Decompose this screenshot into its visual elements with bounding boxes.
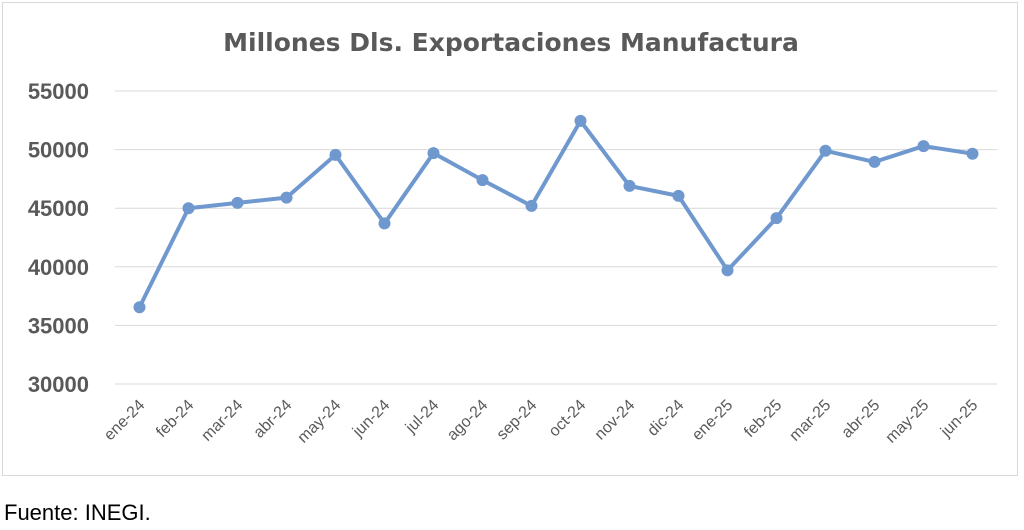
x-tick-label: jul-24 <box>402 397 442 437</box>
series-layer <box>133 114 979 314</box>
x-tick-label: jun-25 <box>937 397 981 441</box>
data-point-dic-24 <box>672 189 685 202</box>
chart-frame: Millones Dls. Exportaciones Manufactura … <box>2 2 1018 476</box>
y-axis: 30000 35000 40000 45000 50000 55000 <box>28 79 89 397</box>
y-tick-label: 35000 <box>28 313 89 338</box>
data-point-nov-24 <box>623 179 636 192</box>
data-point-jun-25 <box>966 147 979 160</box>
series-line <box>137 118 975 310</box>
x-tick-label: sep-24 <box>494 397 541 444</box>
y-tick-label: 40000 <box>28 255 89 280</box>
x-tick-label: feb-25 <box>741 397 785 441</box>
x-tick-label: abr-24 <box>251 397 296 442</box>
data-point-mar-24 <box>231 196 244 209</box>
data-point-jul-24 <box>427 147 440 160</box>
x-tick-label: jun-24 <box>349 397 393 441</box>
data-point-jun-24 <box>378 217 391 230</box>
x-tick-label: mar-25 <box>786 397 834 445</box>
x-tick-label: abr-25 <box>839 397 884 442</box>
x-tick-label: dic-24 <box>644 397 687 440</box>
data-point-ene-24 <box>133 301 146 314</box>
data-point-may-25 <box>917 140 930 153</box>
data-point-abr-24 <box>280 191 293 204</box>
gridlines <box>115 90 997 385</box>
line-chart: Millones Dls. Exportaciones Manufactura … <box>28 28 997 447</box>
x-tick-label: ene-25 <box>689 397 736 444</box>
data-point-feb-24 <box>182 202 195 215</box>
chart-title: Millones Dls. Exportaciones Manufactura <box>223 28 799 57</box>
x-tick-label: may-25 <box>883 397 933 447</box>
x-axis: ene-24 feb-24 mar-24 abr-24 may-24 jun-24 jul-… <box>101 397 981 447</box>
data-point-ago-24 <box>476 174 489 187</box>
data-point-sep-24 <box>525 199 538 212</box>
data-point-abr-25 <box>868 155 881 168</box>
y-tick-label: 50000 <box>28 138 89 163</box>
data-point-oct-24 <box>574 114 587 127</box>
data-point-mar-25 <box>819 144 832 157</box>
source-note: Fuente: INEGI. <box>4 500 151 525</box>
y-tick-label: 45000 <box>28 196 89 221</box>
x-tick-label: may-24 <box>295 397 345 447</box>
x-tick-label: ago-24 <box>444 397 491 444</box>
x-tick-label: mar-24 <box>198 397 246 445</box>
x-tick-label: nov-24 <box>592 397 639 444</box>
data-point-may-24 <box>329 148 342 161</box>
x-tick-label: feb-24 <box>153 397 197 441</box>
x-tick-label: ene-24 <box>101 397 148 444</box>
data-point-feb-25 <box>770 212 783 225</box>
y-tick-label: 30000 <box>28 372 89 397</box>
x-tick-label: oct-24 <box>546 397 590 441</box>
data-point-ene-25 <box>721 264 734 277</box>
y-tick-label: 55000 <box>28 79 89 104</box>
